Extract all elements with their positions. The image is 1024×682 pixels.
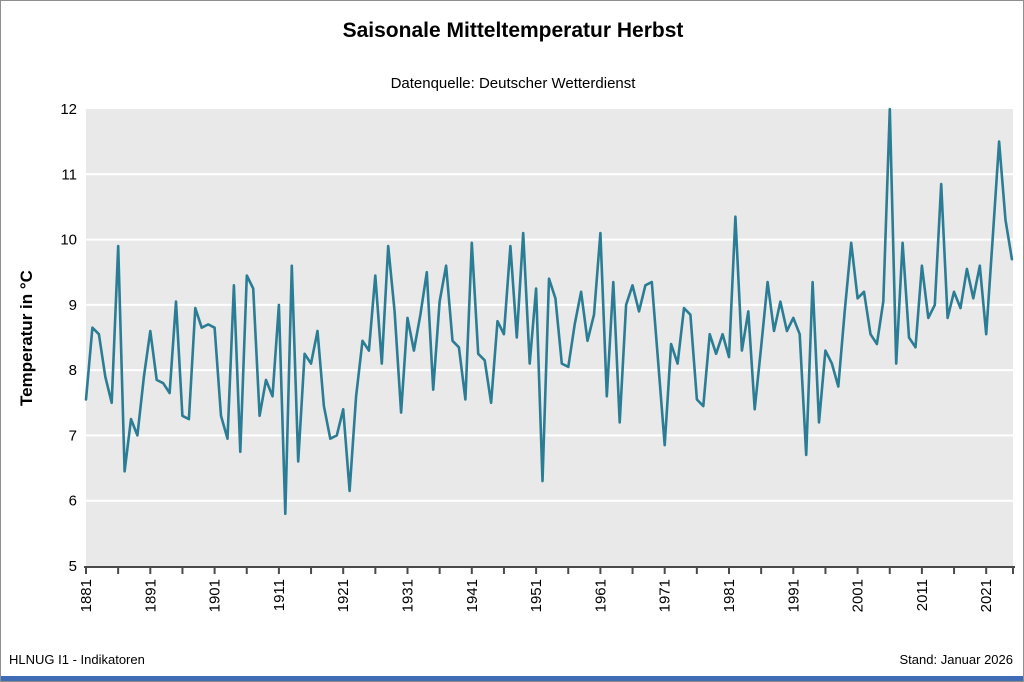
bottom-accent-bar bbox=[1, 676, 1023, 681]
y-tick-label-6: 6 bbox=[69, 493, 77, 510]
plot-area bbox=[86, 109, 1013, 566]
y-tick-label-10: 10 bbox=[60, 232, 77, 249]
x-tick-label-2021: 2021 bbox=[978, 579, 995, 612]
footer-source-label: HLNUG I1 - Indikatoren bbox=[9, 652, 145, 667]
y-tick-label-5: 5 bbox=[69, 558, 77, 575]
x-tick-label-2001: 2001 bbox=[850, 579, 867, 612]
temperature-series-line bbox=[84, 107, 1014, 516]
x-tick-label-1891: 1891 bbox=[142, 579, 159, 612]
x-tick-label-1911: 1911 bbox=[271, 579, 288, 611]
footer-date-label: Stand: Januar 2026 bbox=[899, 652, 1013, 667]
x-tick-label-1881: 1881 bbox=[78, 579, 95, 612]
x-tick-label-1981: 1981 bbox=[721, 579, 738, 612]
y-tick-label-12: 12 bbox=[60, 101, 77, 118]
y-tick-label-11: 11 bbox=[61, 166, 77, 183]
x-tick-label-1951: 1951 bbox=[528, 579, 545, 612]
chart-title: Saisonale Mitteltemperatur Herbst bbox=[342, 19, 684, 42]
x-tick-label-2011: 2011 bbox=[914, 579, 931, 611]
y-tick-label-9: 9 bbox=[69, 297, 77, 314]
x-tick-label-1901: 1901 bbox=[207, 579, 224, 612]
x-tick-label-1971: 1971 bbox=[657, 579, 674, 612]
x-tick-label-1921: 1921 bbox=[335, 579, 352, 612]
y-tick-label-7: 7 bbox=[69, 427, 77, 444]
chart-subtitle: Datenquelle: Deutscher Wetterdienst bbox=[390, 75, 636, 92]
x-tick-label-1991: 1991 bbox=[785, 579, 802, 612]
x-tick-label-1941: 1941 bbox=[464, 579, 481, 612]
x-tick-label-1961: 1961 bbox=[592, 579, 609, 612]
y-tick-label-8: 8 bbox=[69, 362, 77, 379]
x-tick-label-1931: 1931 bbox=[400, 579, 417, 612]
